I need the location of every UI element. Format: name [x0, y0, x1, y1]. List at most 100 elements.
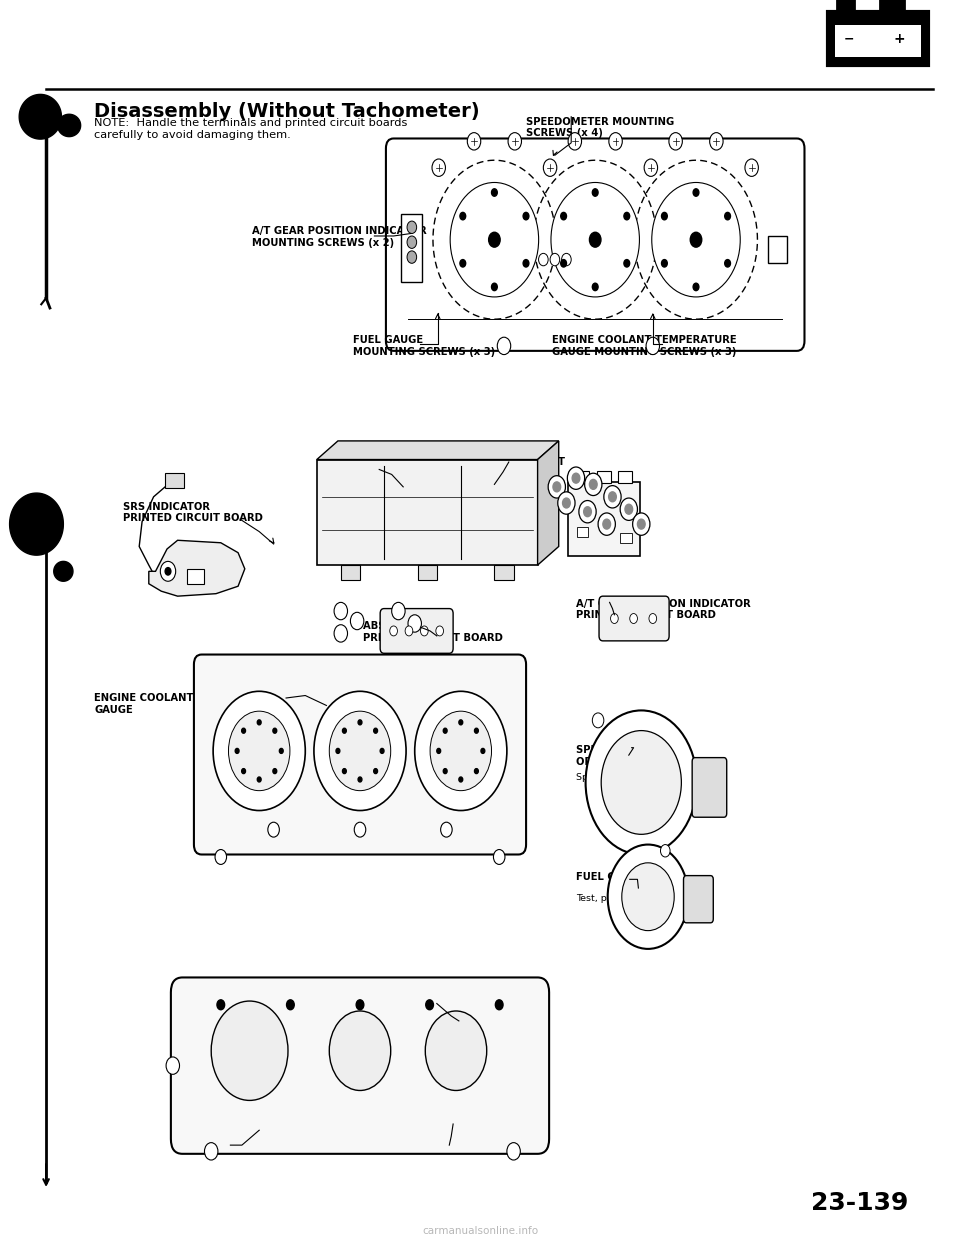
Circle shape: [611, 614, 618, 623]
Circle shape: [592, 189, 598, 196]
Circle shape: [625, 504, 633, 514]
FancyBboxPatch shape: [692, 758, 727, 817]
Circle shape: [329, 712, 391, 791]
Circle shape: [426, 1000, 434, 1010]
Circle shape: [608, 845, 688, 949]
Text: A/T GEAR POSITION INDICATOR
MOUNTING SCREWS (x 2): A/T GEAR POSITION INDICATOR MOUNTING SCR…: [252, 226, 426, 247]
Bar: [577, 527, 588, 537]
Circle shape: [523, 212, 529, 220]
Circle shape: [329, 1011, 391, 1090]
Polygon shape: [149, 540, 245, 596]
Circle shape: [561, 260, 566, 267]
Circle shape: [314, 692, 406, 811]
Circle shape: [592, 713, 604, 728]
Circle shape: [407, 221, 417, 233]
Circle shape: [392, 602, 405, 620]
Text: Test, page 23-142: Test, page 23-142: [576, 894, 661, 903]
Circle shape: [661, 260, 667, 267]
Text: PRINTED CIRCUIT
BOARD: PRINTED CIRCUIT BOARD: [468, 457, 565, 478]
Circle shape: [551, 183, 639, 297]
Text: METER LENS: METER LENS: [180, 1140, 251, 1150]
Text: METER VISOR: METER VISOR: [403, 1140, 479, 1150]
Text: FUEL GAUGE
MOUNTING SCREWS (x 3): FUEL GAUGE MOUNTING SCREWS (x 3): [353, 335, 495, 356]
Circle shape: [334, 625, 348, 642]
Circle shape: [609, 133, 622, 150]
FancyBboxPatch shape: [380, 609, 453, 653]
Circle shape: [693, 283, 699, 291]
Circle shape: [380, 749, 384, 754]
Circle shape: [543, 159, 557, 176]
Text: Disassembly (Without Tachometer): Disassembly (Without Tachometer): [94, 102, 480, 120]
Circle shape: [690, 232, 702, 247]
Circle shape: [334, 602, 348, 620]
Circle shape: [436, 626, 444, 636]
Bar: [880, 0, 904, 12]
Circle shape: [609, 492, 616, 502]
Circle shape: [408, 615, 421, 632]
Circle shape: [507, 1143, 520, 1160]
Circle shape: [407, 251, 417, 263]
Circle shape: [492, 283, 497, 291]
Bar: [618, 471, 632, 483]
Circle shape: [562, 253, 571, 266]
Circle shape: [553, 482, 561, 492]
Bar: [576, 471, 589, 483]
FancyBboxPatch shape: [386, 138, 804, 350]
Circle shape: [432, 159, 445, 176]
Circle shape: [343, 728, 347, 733]
Text: SPEEDOMETER MOUNTING
SCREWS (x 4): SPEEDOMETER MOUNTING SCREWS (x 4): [526, 117, 674, 138]
Circle shape: [572, 473, 580, 483]
Polygon shape: [317, 441, 559, 460]
Text: +: +: [894, 31, 905, 46]
Circle shape: [460, 212, 466, 220]
Bar: [187, 569, 204, 584]
Circle shape: [624, 212, 630, 220]
Bar: [835, 25, 921, 57]
Circle shape: [652, 183, 740, 297]
Circle shape: [661, 212, 667, 220]
Circle shape: [508, 133, 521, 150]
Circle shape: [165, 568, 171, 575]
Circle shape: [584, 507, 591, 517]
Bar: [494, 565, 514, 580]
Bar: [341, 565, 360, 580]
Circle shape: [474, 728, 478, 733]
FancyBboxPatch shape: [194, 655, 526, 854]
Text: FUEL GAUGE: FUEL GAUGE: [576, 872, 646, 882]
Circle shape: [441, 822, 452, 837]
Circle shape: [213, 692, 305, 811]
Bar: [837, 0, 854, 12]
FancyBboxPatch shape: [684, 876, 713, 923]
Circle shape: [420, 626, 428, 636]
Circle shape: [217, 1000, 225, 1010]
Circle shape: [459, 777, 463, 782]
Circle shape: [257, 777, 261, 782]
Text: −: −: [844, 32, 853, 45]
Circle shape: [745, 159, 758, 176]
Bar: [620, 533, 632, 543]
Circle shape: [709, 133, 723, 150]
Circle shape: [474, 769, 478, 774]
Circle shape: [405, 626, 413, 636]
Circle shape: [725, 260, 731, 267]
Text: ENGINE COOLANT TEMPERATURE (ECT)
GAUGE: ENGINE COOLANT TEMPERATURE (ECT) GAUGE: [94, 693, 312, 714]
Circle shape: [356, 1000, 364, 1010]
Circle shape: [390, 626, 397, 636]
Text: ENGINE COOLANT TEMPERATURE
GAUGE MOUNTING SCREWS (x 3): ENGINE COOLANT TEMPERATURE GAUGE MOUNTIN…: [552, 335, 736, 356]
Circle shape: [589, 232, 601, 247]
Circle shape: [492, 189, 497, 196]
Circle shape: [354, 822, 366, 837]
Circle shape: [350, 612, 364, 630]
Circle shape: [430, 712, 492, 791]
Circle shape: [450, 183, 539, 297]
Circle shape: [633, 513, 650, 535]
Circle shape: [725, 212, 731, 220]
Circle shape: [373, 769, 377, 774]
Polygon shape: [538, 441, 559, 565]
Circle shape: [604, 486, 621, 508]
Polygon shape: [58, 114, 81, 137]
Circle shape: [601, 730, 682, 835]
Circle shape: [279, 749, 283, 754]
Text: 23-139: 23-139: [811, 1191, 908, 1215]
Text: ABS INDICATOR
PRINTED CIRCUIT BOARD: ABS INDICATOR PRINTED CIRCUIT BOARD: [363, 621, 503, 642]
